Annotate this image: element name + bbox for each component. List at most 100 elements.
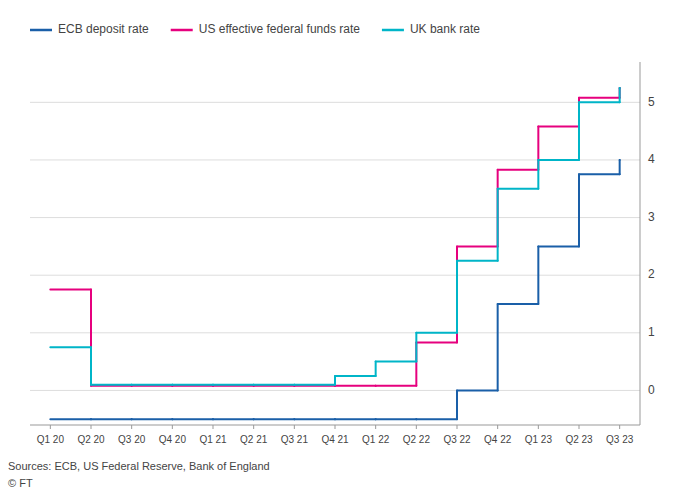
step-segment	[579, 101, 620, 103]
y-tick-label: 4	[648, 152, 655, 166]
x-tick-label: Q2 20	[77, 434, 105, 445]
x-tick	[91, 425, 92, 429]
grid-line	[30, 159, 640, 160]
grid-line	[30, 217, 640, 218]
step-segment	[213, 385, 254, 387]
step-segment	[498, 169, 539, 171]
y-tick-label: 1	[648, 325, 655, 339]
step-riser	[497, 304, 499, 390]
step-segment	[376, 385, 417, 387]
step-segment	[254, 384, 295, 386]
legend-swatch	[30, 29, 52, 32]
grid-line	[30, 102, 640, 103]
x-tick	[50, 425, 51, 429]
x-tick-label: Q1 20	[37, 434, 65, 445]
step-segment	[172, 385, 213, 387]
x-tick	[416, 425, 417, 429]
annotation: Sources: ECB, US Federal Reserve, Bank o…	[8, 460, 270, 472]
series	[50, 88, 619, 385]
legend-swatch	[171, 29, 193, 32]
step-riser	[537, 246, 539, 304]
series	[50, 160, 619, 419]
x-tick	[538, 425, 539, 429]
x-tick	[335, 425, 336, 429]
step-segment	[91, 384, 132, 386]
legend: ECB deposit rateUS effective federal fun…	[30, 22, 480, 36]
step-segment	[254, 385, 295, 387]
step-riser	[537, 160, 539, 189]
x-tick-label: Q4 22	[484, 434, 512, 445]
legend-label: UK bank rate	[410, 22, 480, 36]
x-tick	[457, 425, 458, 429]
step-riser	[619, 160, 621, 174]
step-segment	[457, 260, 498, 262]
step-segment	[498, 188, 539, 190]
step-segment	[132, 384, 173, 386]
y-tick-label: 5	[648, 95, 655, 109]
y-tick-label: 2	[648, 267, 655, 281]
legend-label: US effective federal funds rate	[199, 22, 361, 36]
step-segment	[132, 385, 173, 387]
step-segment	[294, 385, 335, 387]
x-tick-label: Q4 21	[321, 434, 349, 445]
step-segment	[538, 159, 579, 161]
step-segment	[498, 303, 539, 305]
x-tick	[294, 425, 295, 429]
step-segment	[50, 418, 91, 420]
x-tick-label: Q4 20	[159, 434, 187, 445]
step-riser	[90, 290, 92, 386]
x-tick-label: Q3 20	[118, 434, 146, 445]
grid-line	[30, 390, 640, 391]
grid-line	[30, 275, 640, 276]
x-tick	[579, 425, 580, 429]
step-segment	[416, 418, 457, 420]
step-riser	[456, 390, 458, 419]
step-riser	[578, 174, 580, 246]
step-segment	[416, 342, 457, 344]
step-segment	[91, 418, 132, 420]
step-segment	[294, 418, 335, 420]
step-riser	[619, 88, 621, 102]
step-segment	[50, 346, 91, 348]
step-segment	[294, 384, 335, 386]
step-segment	[172, 384, 213, 386]
x-tick-label: Q1 21	[199, 434, 227, 445]
step-segment	[376, 418, 417, 420]
step-segment	[50, 289, 91, 291]
step-segment	[213, 384, 254, 386]
grid-line	[30, 332, 640, 333]
x-tick-label: Q3 21	[281, 434, 309, 445]
step-segment	[132, 418, 173, 420]
x-tick	[253, 425, 254, 429]
step-segment	[172, 418, 213, 420]
step-riser	[456, 261, 458, 333]
step-segment	[335, 375, 376, 377]
x-tick	[375, 425, 376, 429]
y-tick-label: 3	[648, 210, 655, 224]
step-segment	[538, 245, 579, 247]
step-segment	[457, 245, 498, 247]
x-tick	[619, 425, 620, 429]
step-riser	[415, 333, 417, 362]
step-segment	[91, 385, 132, 387]
chart: 012345Q1 20Q2 20Q3 20Q4 20Q1 21Q2 21Q3 2…	[0, 0, 700, 500]
annotation: © FT	[8, 477, 33, 489]
step-segment	[335, 385, 376, 387]
series	[50, 88, 619, 386]
x-tick	[213, 425, 214, 429]
step-segment	[213, 418, 254, 420]
step-segment	[416, 332, 457, 334]
x-tick-label: Q2 23	[565, 434, 593, 445]
step-segment	[538, 126, 579, 128]
step-riser	[578, 102, 580, 160]
step-riser	[90, 347, 92, 384]
step-segment	[254, 418, 295, 420]
step-segment	[457, 389, 498, 391]
step-segment	[376, 361, 417, 363]
x-tick-label: Q3 23	[606, 434, 634, 445]
step-segment	[579, 97, 620, 99]
y-axis-line	[640, 62, 641, 425]
x-tick-label: Q2 21	[240, 434, 268, 445]
x-tick	[497, 425, 498, 429]
step-riser	[334, 376, 336, 385]
